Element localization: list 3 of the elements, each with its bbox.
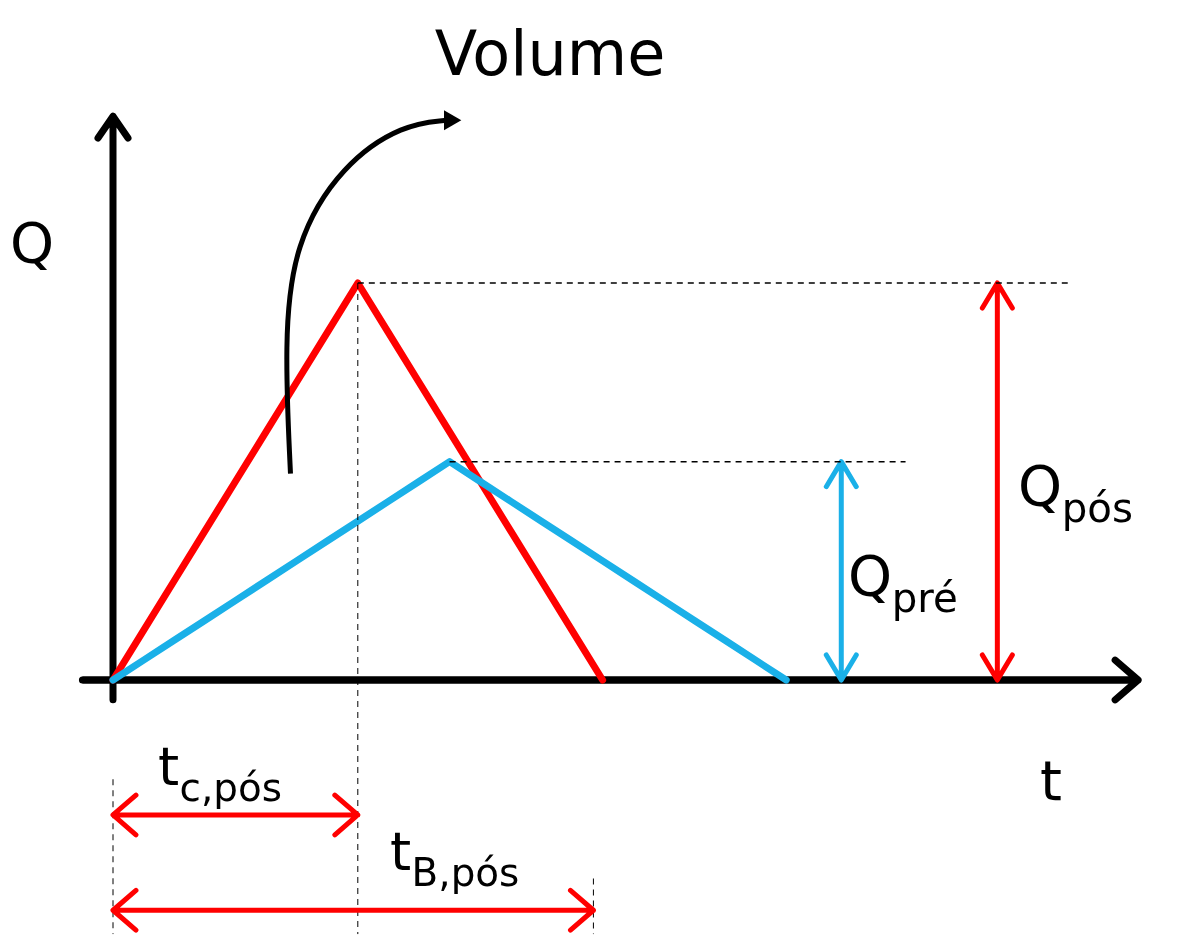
y-axis-title: Q xyxy=(10,210,55,275)
text: Volume xyxy=(434,17,666,90)
x-axis-title: t xyxy=(1040,748,1062,813)
